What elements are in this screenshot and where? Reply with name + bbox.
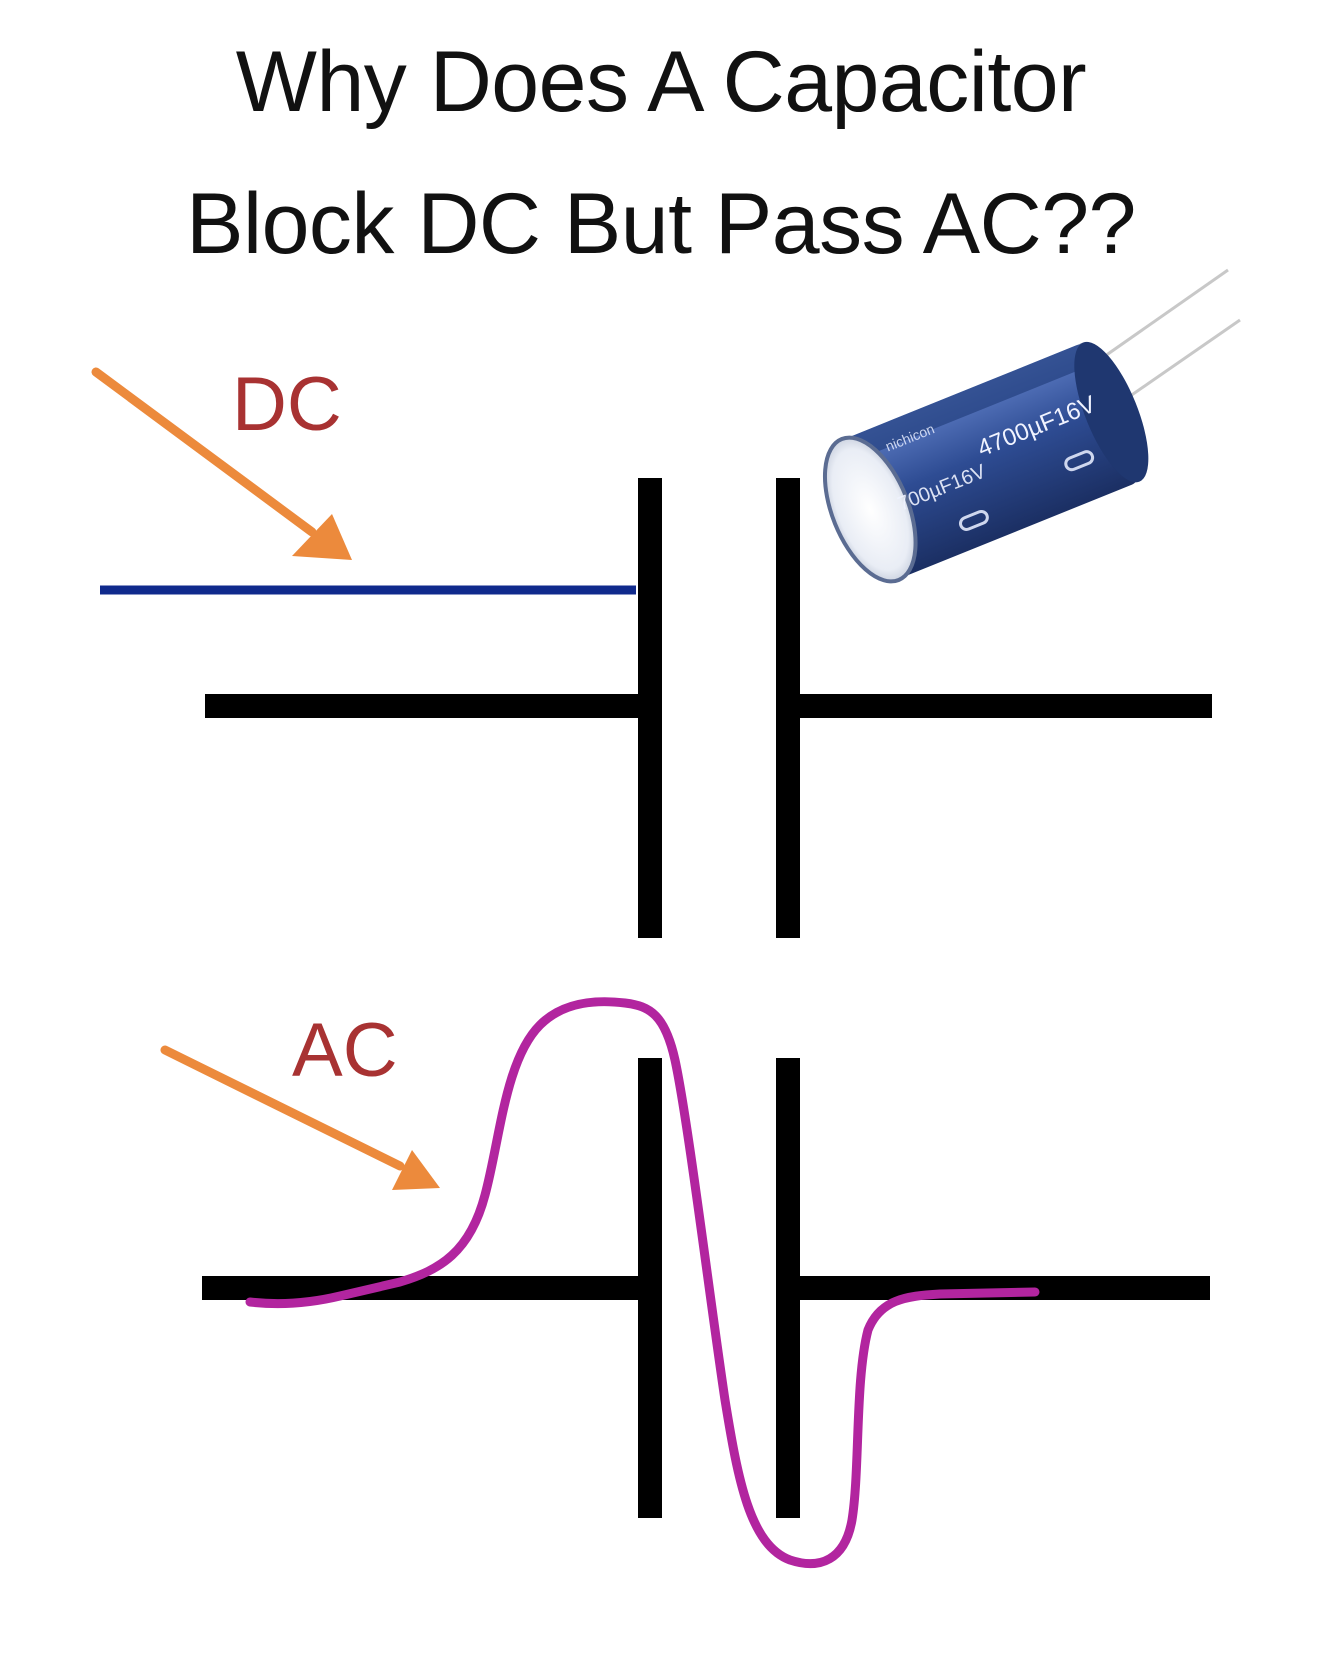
capacitor-symbol-top — [205, 478, 1212, 938]
dc-label: DC — [232, 362, 342, 447]
capacitor-body — [844, 344, 1138, 577]
capacitor-symbol-bottom — [202, 1058, 1210, 1518]
title-line-1: Why Does A Capacitor — [235, 34, 1087, 130]
title-line-2: Block DC But Pass AC?? — [186, 176, 1136, 272]
capacitor-lead-1 — [1084, 268, 1229, 372]
ac-waveform — [245, 997, 1040, 1569]
capacitor-photo: nichicon 4700µF16V 700µF16V — [822, 268, 1241, 584]
dc-arrow — [91, 367, 352, 560]
ac-section: AC — [160, 997, 1210, 1569]
ac-arrow — [160, 1045, 440, 1190]
dc-section: DC — [91, 362, 1212, 938]
capacitor-top-face — [822, 435, 918, 584]
ac-label: AC — [292, 1008, 398, 1093]
